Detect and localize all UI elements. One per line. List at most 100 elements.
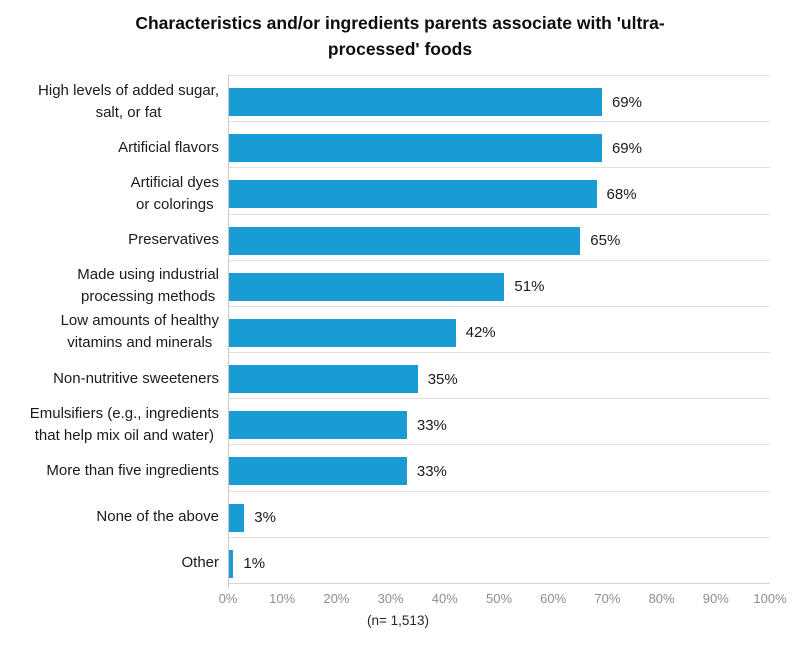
category-label-text: High levels of added sugar, salt, or fat (38, 80, 219, 124)
x-tick-label: 100% (753, 590, 787, 606)
category-label-text: Artificial flavors (118, 137, 219, 159)
category-label-text: Non-nutritive sweeteners (53, 368, 219, 390)
bar (228, 180, 597, 209)
category-label-line: Other (181, 554, 219, 572)
bar-rows: High levels of added sugar, salt, or fat 6… (0, 75, 800, 588)
category-label-line: vitamins and minerals (67, 334, 213, 352)
chart-row: High levels of added sugar, salt, or fat 6… (0, 75, 800, 121)
chart-row: Made using industrial processing methods 5… (0, 259, 800, 306)
bar-track: 69% (228, 121, 770, 167)
x-tick-label: 10% (269, 590, 296, 606)
bar (228, 411, 407, 440)
x-tick-label: 20% (323, 590, 350, 606)
category-label: None of the above (0, 491, 228, 537)
bar (228, 134, 602, 163)
bar (228, 226, 581, 255)
bar-track: 1% (228, 536, 770, 583)
category-label-text: Other (181, 552, 219, 574)
category-label-line: processing methods (81, 288, 216, 306)
category-label: High levels of added sugar, salt, or fat (0, 75, 228, 121)
chart-row: Other 1% (0, 536, 800, 583)
category-label-line: Artificial flavors (118, 138, 219, 156)
bar (228, 88, 602, 117)
x-tick-label: 0% (218, 590, 238, 606)
category-label-text: Low amounts of healthy vitamins and miner… (61, 310, 219, 354)
x-tick-label: 70% (594, 590, 621, 606)
value-label: 68% (606, 185, 637, 203)
page-title-line-2: processed' foods (327, 39, 473, 59)
x-tick-label: 60% (540, 590, 567, 606)
category-label-text: Made using industrial processing methods (77, 264, 219, 308)
category-label-line: Emulsifiers (e.g., ingredients (29, 404, 219, 422)
bar-track: 51% (228, 259, 770, 306)
category-label-line: Artificial dyes (130, 173, 219, 191)
chart-row: Artificial dyes or colorings 68% (0, 167, 800, 213)
value-label: 51% (514, 278, 545, 296)
category-label: Artificial dyes or colorings (0, 167, 228, 213)
category-label: Low amounts of healthy vitamins and miner… (0, 306, 228, 352)
category-label-line: that help mix oil and water) (34, 426, 214, 444)
category-label: Made using industrial processing methods (0, 260, 228, 306)
x-axis-line (228, 582, 770, 584)
chart-area: High levels of added sugar, salt, or fat 6… (0, 75, 800, 608)
bar (228, 457, 407, 486)
x-tick-label: 90% (702, 590, 729, 606)
category-label: Artificial flavors (0, 121, 228, 167)
value-label: 33% (416, 462, 447, 480)
category-label: Emulsifiers (e.g., ingredients that help … (0, 398, 228, 444)
value-label: 35% (427, 370, 458, 388)
page-title: Characteristics and/or ingredients paren… (0, 0, 800, 75)
bar-track: 69% (228, 75, 770, 121)
chart-row: Emulsifiers (e.g., ingredients that help … (0, 398, 800, 444)
bar (228, 549, 234, 578)
bar (228, 365, 418, 394)
sample-size-note: (n= 1,513) (367, 612, 429, 628)
category-label-text: None of the above (96, 506, 219, 528)
category-label-line: Low amounts of healthy (60, 312, 219, 330)
category-label-text: Artificial dyes or colorings (131, 172, 219, 216)
chart-row: Preservatives 65% (0, 213, 800, 260)
x-tick-label: 80% (648, 590, 675, 606)
x-tick-label: 30% (377, 590, 404, 606)
category-label-line: Made using industrial (77, 266, 219, 284)
page-title-line-1: Characteristics and/or ingredients paren… (135, 13, 665, 33)
category-label-line: More than five ingredients (46, 461, 219, 479)
value-label: 65% (590, 232, 621, 250)
bar-track: 33% (228, 398, 770, 444)
bar-track: 65% (228, 213, 770, 260)
category-label-line: High levels of added sugar, (38, 81, 219, 99)
category-label-text: Emulsifiers (e.g., ingredients that help … (30, 403, 219, 447)
chart-row: More than five ingredients 33% (0, 444, 800, 490)
chart-row: None of the above 3% (0, 490, 800, 537)
category-label-line: None of the above (96, 508, 219, 526)
y-axis-line (228, 75, 229, 588)
category-label: Non-nutritive sweeteners (0, 352, 228, 398)
value-label: 3% (254, 509, 276, 527)
category-label-line: or colorings (136, 195, 214, 213)
value-label: 1% (243, 555, 266, 573)
chart-row: Artificial flavors 69% (0, 121, 800, 167)
chart-row: Non-nutritive sweeteners 35% (0, 352, 800, 398)
category-label-text: Preservatives (128, 229, 219, 251)
bar-track: 68% (228, 167, 770, 213)
bar (228, 272, 505, 301)
category-label: Preservatives (0, 214, 228, 260)
x-tick-label: 50% (485, 590, 513, 606)
bar-track: 35% (228, 352, 770, 398)
category-label-line: Non-nutritive sweeteners (53, 369, 219, 387)
category-label-text: More than five ingredients (46, 460, 219, 482)
bar (228, 318, 456, 347)
bar-track: 42% (228, 305, 770, 352)
value-label: 42% (465, 324, 496, 342)
category-label-line: Preservatives (128, 231, 219, 249)
bar-track: 3% (228, 490, 770, 537)
value-label: 33% (416, 416, 447, 434)
bar (228, 503, 245, 532)
category-label-line: salt, or fat (95, 103, 162, 121)
category-label: More than five ingredients (0, 444, 228, 490)
value-label: 69% (611, 139, 642, 157)
chart-row: Low amounts of healthy vitamins and miner… (0, 305, 800, 352)
value-label: 69% (611, 93, 642, 111)
bar-track: 33% (228, 444, 770, 490)
